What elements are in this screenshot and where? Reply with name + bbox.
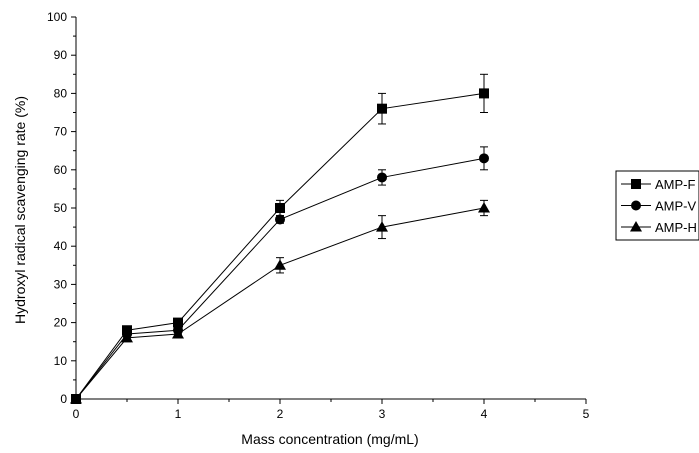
legend-marker (631, 200, 641, 211)
data-point-amp-h (274, 259, 286, 270)
series-line-amp-f (75, 92, 485, 400)
x-axis-title: Mass concentration (mg/mL) (241, 431, 418, 447)
y-tick-label: 80 (54, 86, 68, 100)
data-point-amp-f (479, 88, 489, 99)
data-point-amp-v (377, 172, 387, 183)
y-tick-label: 20 (54, 316, 68, 330)
y-tick-label: 60 (54, 163, 68, 177)
series-amp-h (70, 199, 490, 404)
data-point-amp-v (275, 214, 285, 225)
x-tick-label: 0 (73, 407, 80, 421)
y-tick-label: 40 (54, 239, 68, 253)
legend: AMP-F AMP-V AMP-H (615, 170, 699, 241)
series-amp-v (71, 146, 489, 404)
data-point-amp-v (479, 153, 489, 164)
legend-marker (630, 221, 642, 232)
y-tick-label: 50 (54, 201, 68, 215)
x-tick-label: 2 (277, 407, 284, 421)
y-tick-label: 30 (54, 277, 68, 291)
data-point-amp-h (121, 331, 133, 343)
data-point-amp-h (376, 221, 388, 232)
series-amp-f (71, 73, 489, 404)
legend-marker (631, 179, 641, 189)
y-tick-label: 100 (47, 10, 67, 24)
y-tick-label: 90 (54, 48, 68, 62)
data-point-amp-h (70, 393, 82, 404)
series-line-amp-h (75, 207, 485, 400)
y-tick-label: 0 (60, 392, 67, 406)
data-point-amp-f (377, 103, 387, 114)
legend-label: AMP-V (655, 199, 697, 214)
x-tick-label: 1 (175, 407, 182, 421)
data-point-amp-h (478, 202, 490, 213)
series-layer (70, 73, 490, 404)
series-line-amp-v (75, 157, 485, 400)
y-tick-label: 70 (54, 125, 68, 139)
legend-item-amp-v: AMP-V (621, 199, 697, 214)
data-point-amp-f (173, 317, 183, 328)
data-point-amp-h (172, 328, 184, 339)
legend-label: AMP-H (655, 220, 697, 235)
y-tick-label: 10 (54, 354, 68, 368)
x-tick-label: 4 (481, 407, 488, 421)
x-tick-label: 5 (583, 407, 590, 421)
y-axis-title: Hydroxyl radical scavenging rate (%) (12, 96, 28, 324)
legend-label: AMP-F (655, 177, 696, 192)
legend-item-amp-h: AMP-H (621, 220, 697, 235)
x-tick-label: 3 (379, 407, 386, 421)
legend-item-amp-f: AMP-F (621, 177, 696, 192)
data-point-amp-f (275, 203, 285, 213)
